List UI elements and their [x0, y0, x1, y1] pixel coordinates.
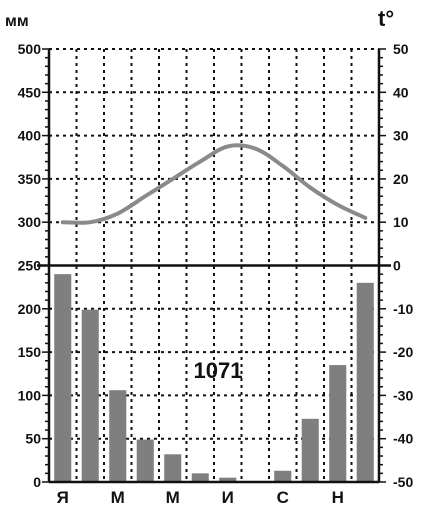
left-axis-unit: мм — [5, 13, 29, 30]
precipitation-bar — [301, 418, 319, 482]
precipitation-bar — [136, 439, 154, 482]
precipitation-bar — [164, 454, 182, 482]
month-label: Н — [332, 488, 344, 507]
temperature-tick-label: 30 — [393, 128, 409, 144]
temperature-tick-label: 40 — [393, 84, 409, 100]
precipitation-bar — [219, 477, 237, 482]
precipitation-tick-label: 100 — [18, 387, 42, 403]
precipitation-tick-label: 250 — [18, 258, 42, 274]
month-label: Я — [57, 488, 69, 507]
temperature-tick-label: -20 — [393, 344, 413, 360]
temperature-tick-label: 20 — [393, 171, 409, 187]
precipitation-bar — [81, 309, 99, 482]
temperature-tick-label: -10 — [393, 301, 413, 317]
axes — [37, 48, 391, 484]
precipitation-tick-label: 50 — [25, 431, 41, 447]
precipitation-bar — [109, 390, 127, 482]
temperature-line-layer — [60, 143, 368, 225]
month-label: И — [222, 488, 234, 507]
temperature-tick-label: 10 — [393, 214, 409, 230]
precipitation-tick-label: 500 — [18, 41, 42, 57]
right-axis-unit: t° — [378, 6, 394, 31]
precipitation-tick-label: 0 — [33, 474, 41, 490]
temperature-line — [60, 143, 368, 225]
temperature-tick-label: -50 — [393, 474, 413, 490]
month-label: М — [166, 488, 180, 507]
month-label: С — [277, 488, 289, 507]
annual-precipitation-label: 1071 — [194, 358, 243, 383]
precipitation-tick-label: 400 — [18, 128, 42, 144]
month-label: М — [111, 488, 125, 507]
precipitation-bar — [356, 282, 374, 482]
precipitation-bars — [54, 274, 374, 482]
temperature-tick-label: 0 — [393, 258, 401, 274]
precipitation-tick-label: 450 — [18, 84, 42, 100]
precipitation-bar — [274, 470, 292, 482]
precipitation-bar — [54, 274, 72, 482]
grid-layer — [49, 48, 379, 482]
precipitation-tick-label: 300 — [18, 214, 42, 230]
precipitation-tick-label: 350 — [18, 171, 42, 187]
temperature-tick-label: -30 — [393, 387, 413, 403]
precipitation-bar — [329, 365, 347, 482]
temperature-tick-label: -40 — [393, 431, 413, 447]
precipitation-tick-label: 200 — [18, 301, 42, 317]
precipitation-tick-label: 150 — [18, 344, 42, 360]
temperature-tick-label: 50 — [393, 41, 409, 57]
precipitation-bar — [191, 473, 209, 482]
